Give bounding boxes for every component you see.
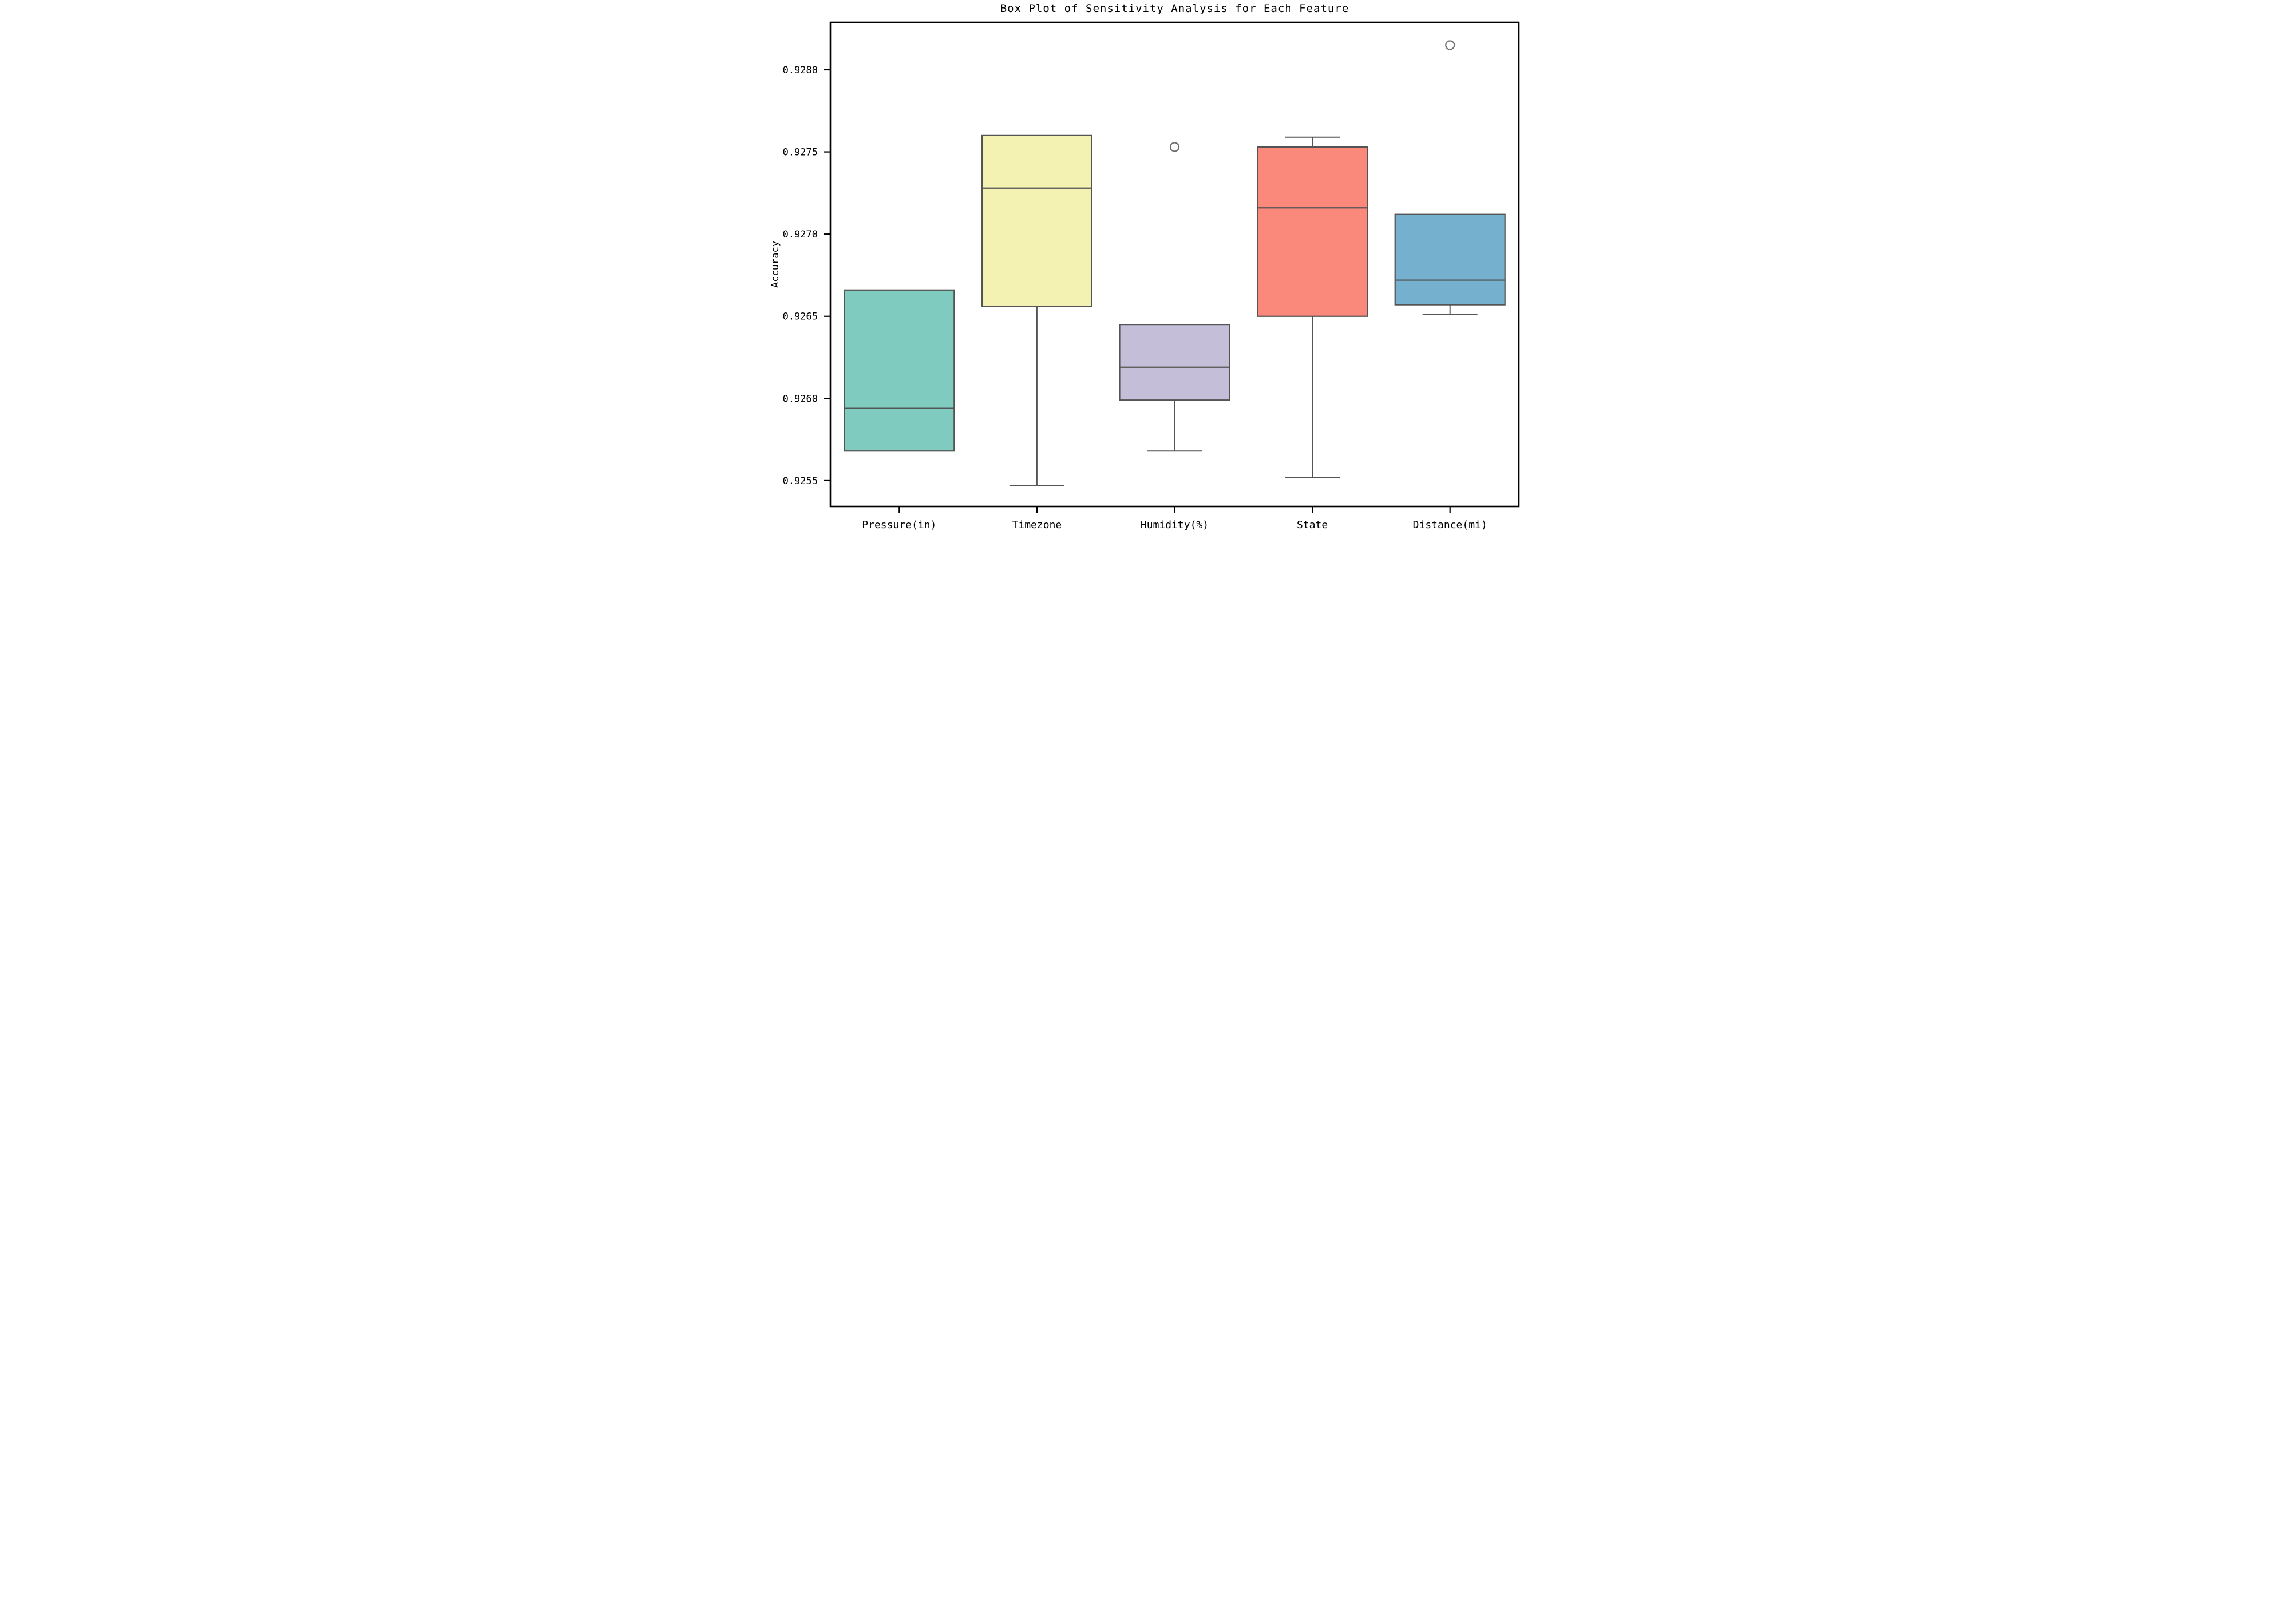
- x-tick-label-state: State: [1297, 519, 1328, 531]
- y-tick-label: 0.9260: [783, 393, 818, 405]
- x-tick-label-distance-mi: Distance(mi): [1413, 519, 1487, 531]
- y-tick-label: 0.9255: [783, 475, 818, 487]
- box-timezone: [981, 134, 1092, 307]
- boxplot-canvas: 0.9255 0.9260 0.9265 0.9270 0.9275 0.9280 Pres…: [783, 21, 1520, 531]
- y-tick-label: 0.9270: [783, 229, 818, 240]
- box-distance-mi: [1394, 213, 1506, 306]
- outlier-humidity: [1169, 142, 1180, 152]
- box-pressure-in: [844, 289, 955, 452]
- y-tick-label: 0.9280: [783, 65, 818, 76]
- x-tick-label-pressure-in: Pressure(in): [862, 519, 936, 531]
- y-tick-label: 0.9275: [783, 147, 818, 158]
- chart-title: Box Plot of Sensitivity Analysis for Eac…: [1000, 2, 1349, 15]
- box-state: [1256, 146, 1368, 317]
- y-tick-label: 0.9265: [783, 311, 818, 323]
- box-humidity: [1119, 324, 1230, 401]
- boxplot-figure: Box Plot of Sensitivity Analysis for Eac…: [765, 0, 1531, 534]
- x-tick-label-humidity: Humidity(%): [1141, 519, 1209, 531]
- outlier-distance-mi: [1445, 40, 1455, 50]
- x-tick-label-timezone: Timezone: [1012, 519, 1062, 531]
